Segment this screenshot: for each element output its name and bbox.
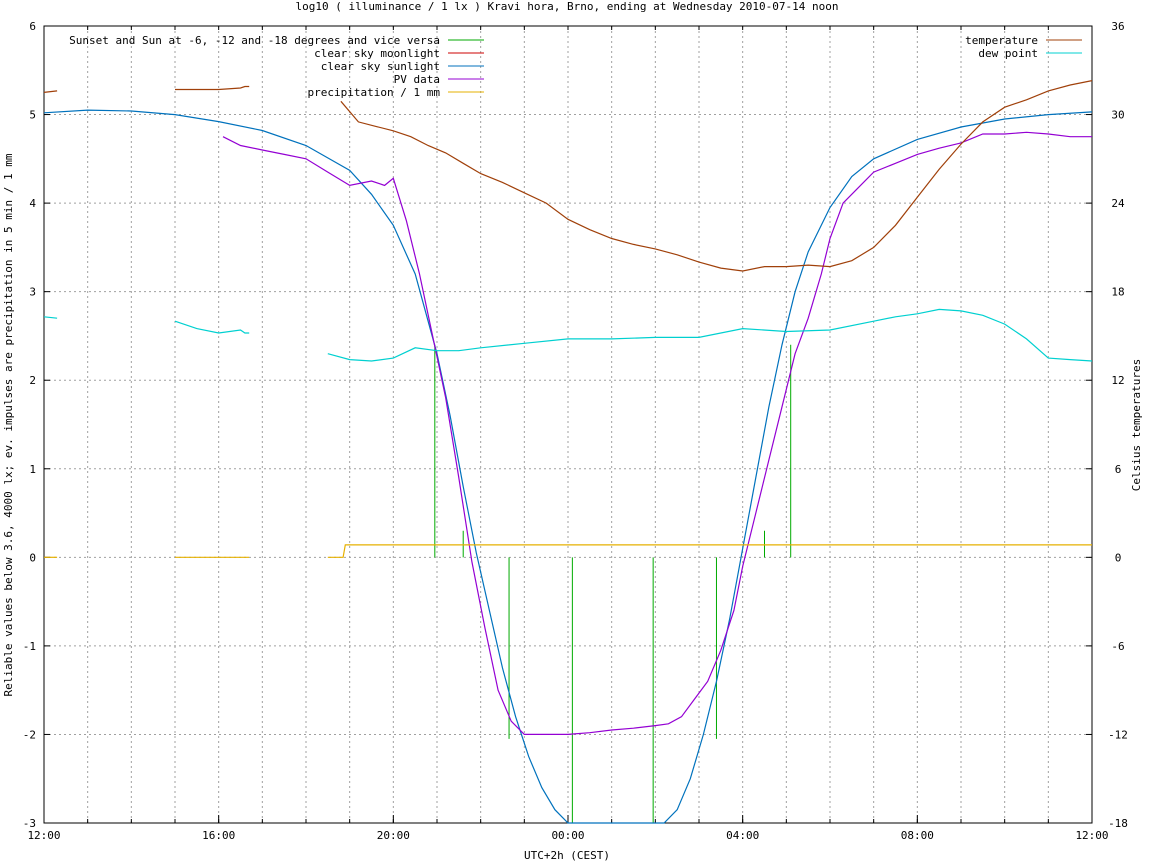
legend-label: PV data — [394, 73, 440, 86]
x-tick-label: 12:00 — [27, 829, 60, 842]
x-axis-label: UTC+2h (CEST) — [524, 849, 610, 862]
y-tick-label: -2 — [23, 728, 36, 741]
legend-label: temperature — [965, 34, 1038, 47]
series-dew-point — [327, 308, 1093, 362]
y2-tick-label: -12 — [1108, 728, 1128, 741]
legend-label: precipitation / 1 mm — [308, 86, 441, 99]
y-tick-label: 5 — [29, 109, 36, 122]
y2-tick-label: -18 — [1108, 817, 1128, 830]
series-temperature — [175, 85, 250, 91]
y-tick-label: 0 — [29, 551, 36, 564]
y-tick-label: 1 — [29, 463, 36, 476]
x-tick-label: 20:00 — [377, 829, 410, 842]
series-dew-point — [43, 316, 58, 319]
y-axis-label: Reliable values below 3.6, 4000 lx; ev. … — [2, 153, 15, 696]
series-precipitation-1-mm — [327, 544, 1092, 558]
y-tick-label: 2 — [29, 374, 36, 387]
legend-label: Sunset and Sun at -6, -12 and -18 degree… — [69, 34, 440, 47]
series-lines — [43, 80, 1093, 824]
x-tick-label: 08:00 — [901, 829, 934, 842]
x-tick-label: 16:00 — [202, 829, 235, 842]
y2-tick-label: 12 — [1111, 374, 1124, 387]
series-pv-data — [222, 131, 1092, 735]
y-tick-label: 6 — [29, 20, 36, 33]
legend-label: clear sky sunlight — [321, 60, 440, 73]
y2-tick-label: 36 — [1111, 20, 1124, 33]
legend: Sunset and Sun at -6, -12 and -18 degree… — [69, 34, 1082, 99]
series-temperature — [43, 90, 58, 93]
y2-tick-label: -6 — [1111, 640, 1124, 653]
plot-frame — [43, 25, 1093, 824]
legend-label: dew point — [978, 47, 1038, 60]
chart-title: log10 ( illuminance / 1 lx ) Kravi hora,… — [295, 0, 838, 13]
series-clear-sky-sunlight — [43, 109, 1093, 824]
series-temperature — [340, 80, 1093, 272]
y-tick-label: -1 — [23, 640, 36, 653]
y-tick-label: 4 — [29, 197, 36, 210]
series-dew-point — [174, 320, 250, 334]
y2-axis-label: Celsius temperatures — [1130, 359, 1143, 491]
y2-tick-label: 30 — [1111, 109, 1124, 122]
legend-label: clear sky moonlight — [314, 47, 440, 60]
grid — [44, 26, 1092, 823]
x-tick-label: 00:00 — [551, 829, 584, 842]
y2-tick-label: 24 — [1111, 197, 1125, 210]
y2-tick-label: 0 — [1115, 551, 1122, 564]
y2-tick-label: 6 — [1115, 463, 1122, 476]
x-tick-label: 04:00 — [726, 829, 759, 842]
x-tick-label: 12:00 — [1075, 829, 1108, 842]
y2-tick-label: 18 — [1111, 286, 1124, 299]
y-tick-label: 3 — [29, 286, 36, 299]
y-tick-label: -3 — [23, 817, 36, 830]
